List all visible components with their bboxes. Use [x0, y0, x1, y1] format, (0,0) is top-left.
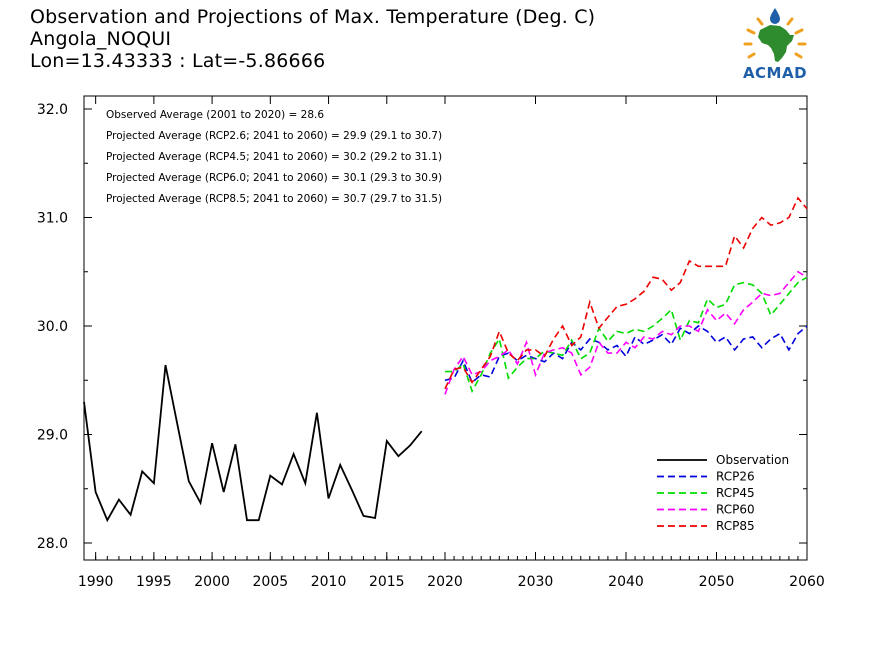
x-tick-label: 2010: [311, 574, 347, 590]
series-line-rcp45: [445, 276, 808, 394]
legend: Observation RCP26 RCP45 RCP60 RCP85: [657, 453, 789, 533]
legend-label-observation: Observation: [716, 453, 789, 467]
legend-label-rcp85: RCP85: [716, 519, 755, 533]
series-line-rcp60: [444, 270, 808, 395]
annotation-observed: Observed Average (2001 to 2020) = 28.6: [106, 109, 324, 121]
series-line-observation: [83, 364, 423, 523]
annotation-rcp85: Projected Average (RCP8.5; 2041 to 2060)…: [106, 193, 442, 205]
acmad-logo: ACMAD: [734, 8, 824, 84]
y-tick-label: 28.0: [37, 536, 68, 552]
series-line-rcp26: [444, 325, 808, 384]
y-tick-label: 32.0: [37, 102, 68, 118]
logo-text: ACMAD: [742, 64, 808, 82]
legend-label-rcp26: RCP26: [716, 470, 755, 484]
chart-title: Observation and Projections of Max. Temp…: [30, 6, 596, 28]
annotation-rcp60: Projected Average (RCP6.0; 2041 to 2060)…: [106, 172, 442, 184]
x-tick-label: 2060: [789, 574, 825, 590]
annotations: Observed Average (2001 to 2020) = 28.6 P…: [106, 109, 442, 205]
station-coordinates: Lon=13.43333 : Lat=-5.86666: [30, 50, 326, 72]
legend-label-rcp60: RCP60: [716, 503, 755, 517]
chart-title-block: Observation and Projections of Max. Temp…: [30, 6, 595, 72]
y-tick-label: 31.0: [37, 211, 68, 227]
x-tick-label: 2020: [427, 574, 463, 590]
x-tick-label: 1995: [136, 574, 172, 590]
series-lines: [83, 196, 808, 523]
x-tick-label: 2015: [369, 574, 405, 590]
x-tick-label: 2050: [699, 574, 735, 590]
x-tick-label: 2000: [194, 574, 230, 590]
x-tick-label: 2030: [518, 574, 554, 590]
x-tick-label: 1990: [78, 574, 114, 590]
series-line-rcp85: [444, 196, 808, 390]
y-tick-label: 30.0: [37, 319, 68, 335]
legend-label-rcp45: RCP45: [716, 486, 755, 500]
station-name: Angola_NOQUI: [30, 28, 172, 50]
x-tick-label: 2005: [253, 574, 289, 590]
annotation-rcp26: Projected Average (RCP2.6; 2041 to 2060)…: [106, 130, 442, 142]
y-tick-label: 29.0: [37, 428, 68, 444]
africa-map-logo-icon: [743, 8, 807, 62]
annotation-rcp45: Projected Average (RCP4.5; 2041 to 2060)…: [106, 151, 442, 163]
plot-frame: [83, 95, 808, 561]
x-tick-label: 2040: [608, 574, 644, 590]
axis-ticks: 28.0 29.0 30.0 31.0 32.0 1990 1995 2000 2005 2010…: [37, 96, 825, 590]
